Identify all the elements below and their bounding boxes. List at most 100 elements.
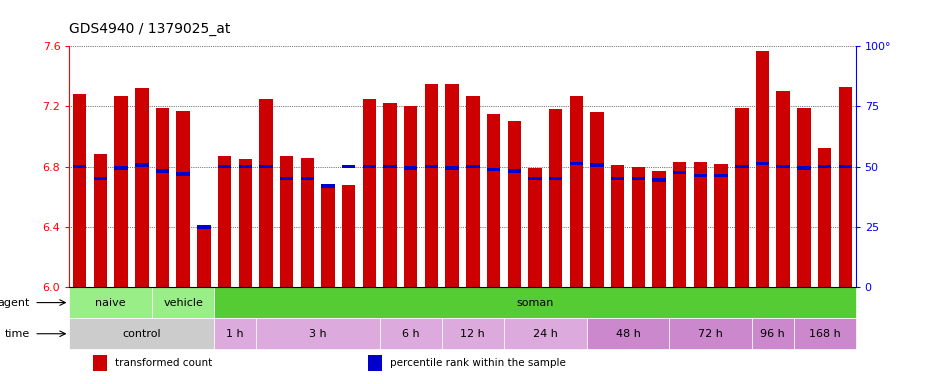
Bar [508, 169, 521, 173]
Bar [239, 159, 252, 287]
Text: soman: soman [516, 298, 553, 308]
Bar [632, 177, 645, 180]
Bar [549, 177, 562, 180]
Bar [504, 318, 586, 349]
Bar [590, 163, 604, 167]
Bar [735, 108, 748, 287]
Bar [115, 96, 128, 287]
Bar [280, 156, 293, 287]
Text: 12 h: 12 h [461, 329, 486, 339]
Text: 72 h: 72 h [698, 329, 723, 339]
Bar [425, 165, 438, 169]
Bar [714, 174, 728, 177]
Bar [694, 162, 708, 287]
Bar [197, 225, 211, 228]
Bar [797, 166, 810, 170]
Bar [342, 165, 355, 169]
Bar [794, 318, 856, 349]
Bar [217, 165, 231, 169]
Bar [363, 165, 376, 169]
Bar [652, 171, 666, 287]
Bar [487, 114, 500, 287]
Bar [280, 177, 293, 180]
Bar [632, 167, 645, 287]
Bar [776, 165, 790, 169]
Bar [797, 108, 810, 287]
Bar [776, 91, 790, 287]
Bar [570, 96, 583, 287]
Bar [92, 355, 107, 371]
Bar [73, 165, 86, 169]
Bar [404, 166, 417, 170]
Text: 1 h: 1 h [226, 329, 243, 339]
Text: 24 h: 24 h [533, 329, 558, 339]
Text: agent: agent [0, 298, 31, 308]
Bar [714, 164, 728, 287]
Bar [839, 165, 852, 169]
Bar [383, 103, 397, 287]
Text: 168 h: 168 h [808, 329, 841, 339]
Bar [839, 87, 852, 287]
Bar [446, 166, 459, 170]
Bar [301, 157, 314, 287]
Bar [93, 154, 107, 287]
Text: 96 h: 96 h [760, 329, 785, 339]
Text: time: time [5, 329, 31, 339]
Bar [508, 121, 521, 287]
Text: naive: naive [95, 298, 126, 308]
Bar [177, 172, 190, 176]
Bar [197, 227, 211, 287]
Bar [259, 165, 273, 169]
Bar [752, 318, 794, 349]
Bar [610, 177, 624, 180]
Text: 6 h: 6 h [402, 329, 420, 339]
Bar [673, 162, 686, 287]
Bar [383, 165, 397, 169]
Text: transformed count: transformed count [115, 358, 212, 368]
Bar [215, 318, 255, 349]
Bar [756, 162, 770, 166]
Bar [301, 177, 314, 180]
Bar [487, 168, 500, 171]
Bar [610, 165, 624, 287]
Bar [586, 318, 670, 349]
Bar [368, 355, 382, 371]
Text: 48 h: 48 h [616, 329, 640, 339]
Bar [115, 166, 128, 170]
Text: percentile rank within the sample: percentile rank within the sample [390, 358, 566, 368]
Bar [528, 168, 542, 287]
Bar [670, 318, 752, 349]
Bar [155, 169, 169, 173]
Text: GDS4940 / 1379025_at: GDS4940 / 1379025_at [69, 23, 230, 36]
Bar [380, 318, 442, 349]
Bar [818, 165, 832, 169]
Bar [425, 84, 438, 287]
Text: 3 h: 3 h [309, 329, 327, 339]
Bar [255, 318, 380, 349]
Bar [549, 109, 562, 287]
Bar [735, 165, 748, 169]
Bar [215, 287, 856, 318]
Bar [73, 94, 86, 287]
Bar [528, 177, 542, 180]
Bar [135, 88, 149, 287]
Bar [155, 108, 169, 287]
Bar [442, 318, 504, 349]
Bar [756, 51, 770, 287]
Bar [69, 287, 152, 318]
Bar [321, 185, 335, 287]
Bar [152, 287, 215, 318]
Bar [466, 96, 479, 287]
Bar [135, 163, 149, 167]
Bar [818, 149, 832, 287]
Bar [694, 174, 708, 177]
Bar [404, 106, 417, 287]
Text: vehicle: vehicle [163, 298, 204, 308]
Bar [570, 162, 583, 166]
Bar [652, 178, 666, 182]
Bar [590, 113, 604, 287]
Bar [217, 156, 231, 287]
Bar [177, 111, 190, 287]
Bar [69, 318, 215, 349]
Text: control: control [122, 329, 161, 339]
